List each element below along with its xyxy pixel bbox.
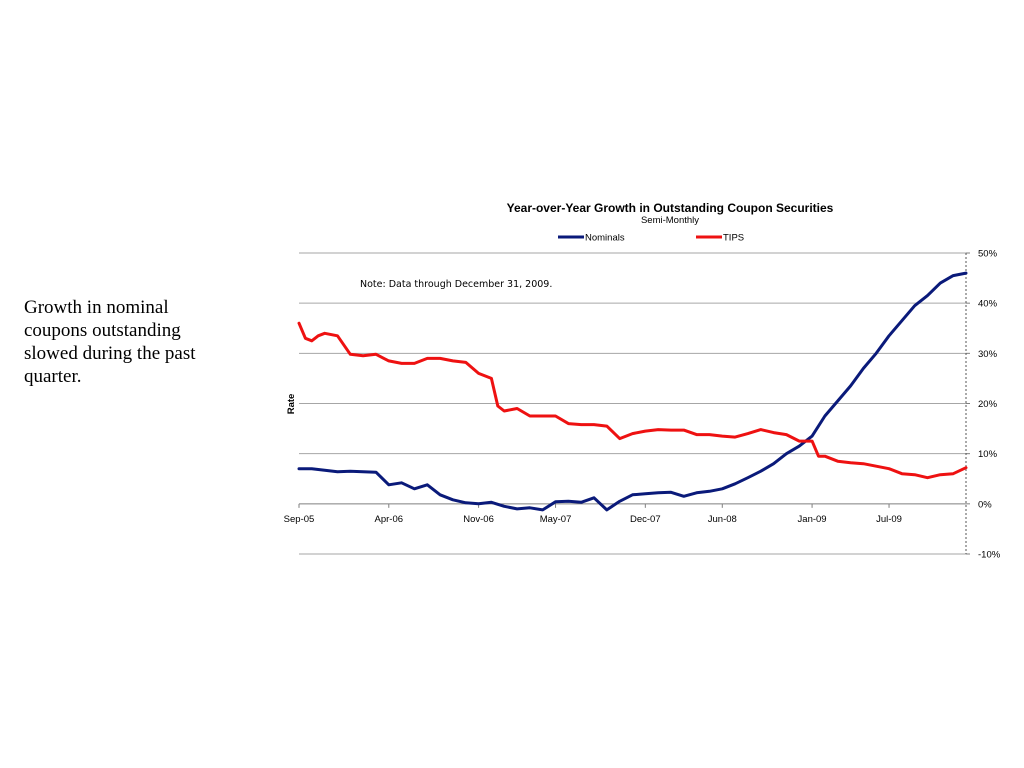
chart-subtitle: Semi-Monthly: [641, 215, 699, 226]
x-tick-label: Jun-08: [708, 514, 737, 525]
y-tick-label: 10%: [978, 449, 998, 460]
legend-label-tips: TIPS: [723, 233, 744, 244]
x-tick-label: Nov-06: [463, 514, 494, 525]
y-tick-label: 0%: [978, 499, 992, 510]
chart-note: Note: Data through December 31, 2009.: [360, 279, 552, 290]
y-tick-label: 40%: [978, 299, 998, 310]
x-tick-label: Jul-09: [876, 514, 902, 525]
y-tick-label: -10%: [978, 550, 1001, 561]
x-tick-label: May-07: [540, 514, 572, 525]
y-axis-ticks: -10% 0% 10% 20% 30% 40% 50%: [978, 249, 1001, 561]
x-tick-label: Dec-07: [630, 514, 661, 525]
series-line-nominals: [297, 271, 968, 512]
chart-title: Year-over-Year Growth in Outstanding Cou…: [507, 201, 834, 215]
slide-commentary: Growth in nominal coupons outstanding sl…: [24, 297, 196, 387]
series-line-tips: [297, 321, 968, 480]
chart-gridlines: [298, 252, 970, 555]
x-tick-label: Sep-05: [284, 514, 315, 525]
x-axis-ticks: Sep-05 Apr-06 Nov-06 May-07 Dec-07 Jun-08 Jan-…: [284, 514, 902, 525]
y-tick-label: 50%: [978, 249, 998, 260]
y-tick-label: 30%: [978, 349, 998, 360]
y-axis-label: Rate: [286, 394, 297, 415]
legend-label-nominals: Nominals: [585, 233, 625, 244]
y-tick-label: 20%: [978, 399, 998, 410]
x-tick-label: Apr-06: [375, 514, 404, 525]
chart-series: [297, 271, 968, 512]
chart-legend: Nominals TIPS: [558, 233, 744, 244]
x-tick-label: Jan-09: [798, 514, 827, 525]
